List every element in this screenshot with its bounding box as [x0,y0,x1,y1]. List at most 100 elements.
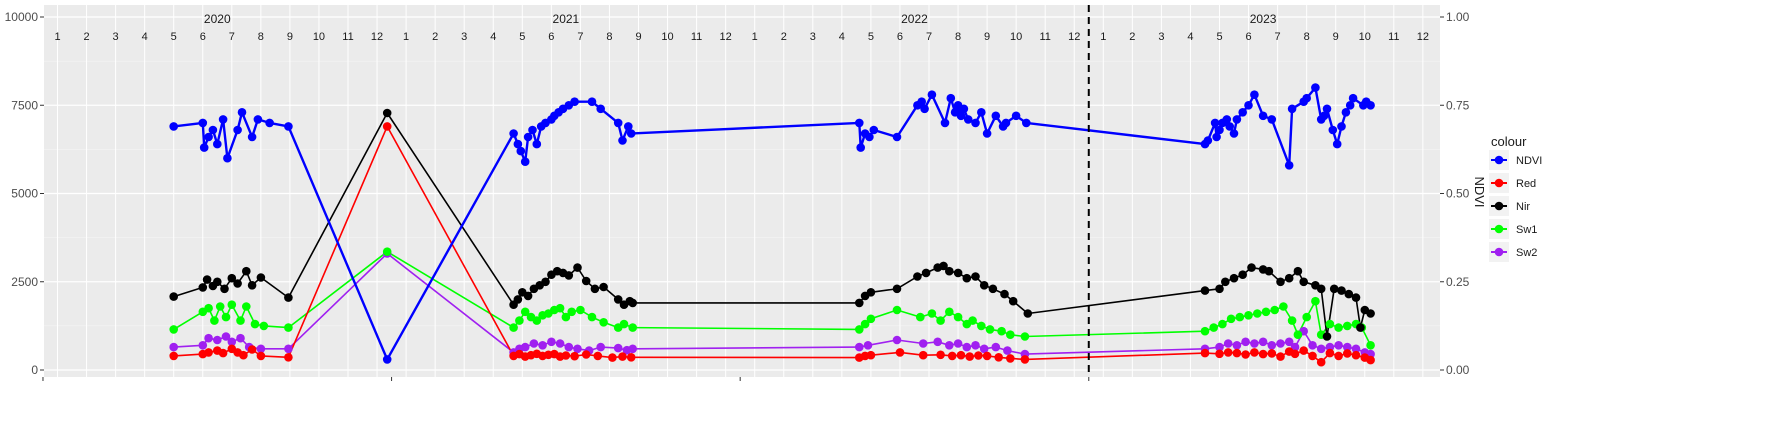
point-ndvi [624,122,633,131]
point-ndvi [223,153,232,163]
point-sw2 [1215,342,1224,352]
point-sw2 [538,341,547,350]
point-sw2 [1250,339,1259,348]
point-sw2 [991,342,1001,352]
point-ndvi [1311,83,1320,92]
point-sw2 [863,341,873,350]
point-nir [233,279,242,288]
point-ndvi [855,118,864,128]
point-sw2 [1284,337,1294,347]
month-label: 2 [432,31,438,43]
point-sw1 [866,314,876,324]
y-tick-label: 0 [31,363,38,377]
point-red [994,353,1003,362]
point-nir [581,276,591,286]
point-sw1 [215,302,225,311]
year-label: 2020 [204,12,231,26]
legend-label-nir: Nir [1516,201,1530,213]
point-sw2 [945,341,954,350]
point-sw2 [256,344,266,354]
point-ndvi [1287,104,1297,114]
year-label: 2022 [901,12,928,26]
point-ndvi [237,108,247,117]
point-red [239,350,248,360]
point-ndvi [587,97,597,106]
point-red [618,352,627,361]
point-red [561,351,571,360]
point-sw1 [576,305,585,315]
point-sw1 [236,316,245,325]
point-ndvi [1232,115,1242,124]
point-nir [921,268,931,278]
point-red [1223,348,1233,357]
point-sw1 [532,316,542,325]
month-label: 5 [868,31,874,43]
point-ndvi [1284,161,1294,170]
point-ndvi [892,132,902,142]
point-red [608,353,617,362]
point-ndvi [982,129,992,138]
point-sw1 [860,319,870,329]
point-nir [590,284,600,294]
point-nir [1023,309,1033,318]
point-sw1 [1235,312,1245,322]
month-label: 9 [984,31,990,43]
point-ndvi [233,125,242,135]
point-red [581,350,591,359]
point-red [1299,346,1308,355]
month-label: 1 [54,31,60,43]
point-nir [1000,289,1009,299]
point-sw1 [567,307,576,317]
point-sw1 [628,323,637,332]
left-axis: 0 2500 5000 7500 10000 [5,10,1090,381]
month-label: 10 [1010,31,1022,43]
point-nir [227,273,237,283]
point-ndvi [1222,115,1232,124]
point-red [1215,349,1224,359]
legend-key-point [1494,155,1504,165]
point-nir [213,277,222,287]
point-sw2 [573,344,582,354]
point-red [204,348,213,357]
month-label: 3 [810,31,816,43]
legend-label-ndvi: NDVI [1516,155,1542,167]
point-sw1 [1311,296,1320,306]
point-red [169,351,178,361]
month-label: 1 [403,31,409,43]
point-red [956,350,966,360]
point-nir [1366,309,1375,318]
point-nir [1351,293,1361,302]
point-nir [1008,296,1018,306]
point-nir [1200,286,1210,295]
point-red [382,122,392,131]
point-ndvi [218,115,228,124]
month-label: 8 [606,31,612,43]
month-label: 6 [1245,31,1251,43]
point-sw1 [587,312,597,322]
point-ndvi [1215,125,1224,135]
month-label: 10 [1359,31,1371,43]
point-nir [1293,266,1303,276]
point-nir [939,261,948,271]
point-ndvi [1229,129,1239,138]
point-sw1 [1302,312,1311,322]
y2-tick-label: 0.25 [1446,275,1470,289]
point-ndvi [946,93,956,103]
point-sw2 [628,344,637,354]
point-sw2 [1276,339,1285,348]
legend-key-point [1494,224,1504,234]
series-points [169,83,1375,367]
point-sw1 [936,316,945,325]
point-ndvi [528,125,537,135]
point-sw1 [259,321,269,331]
point-ndvi [570,97,579,106]
point-sw1 [1253,309,1262,318]
point-nir [628,298,637,308]
point-sw1 [284,323,293,332]
month-label: 5 [519,31,525,43]
point-sw2 [198,341,208,350]
point-sw2 [933,337,942,347]
point-ndvi [626,129,636,138]
y2-tick-label: 0.00 [1446,363,1470,377]
point-ndvi [977,108,986,117]
